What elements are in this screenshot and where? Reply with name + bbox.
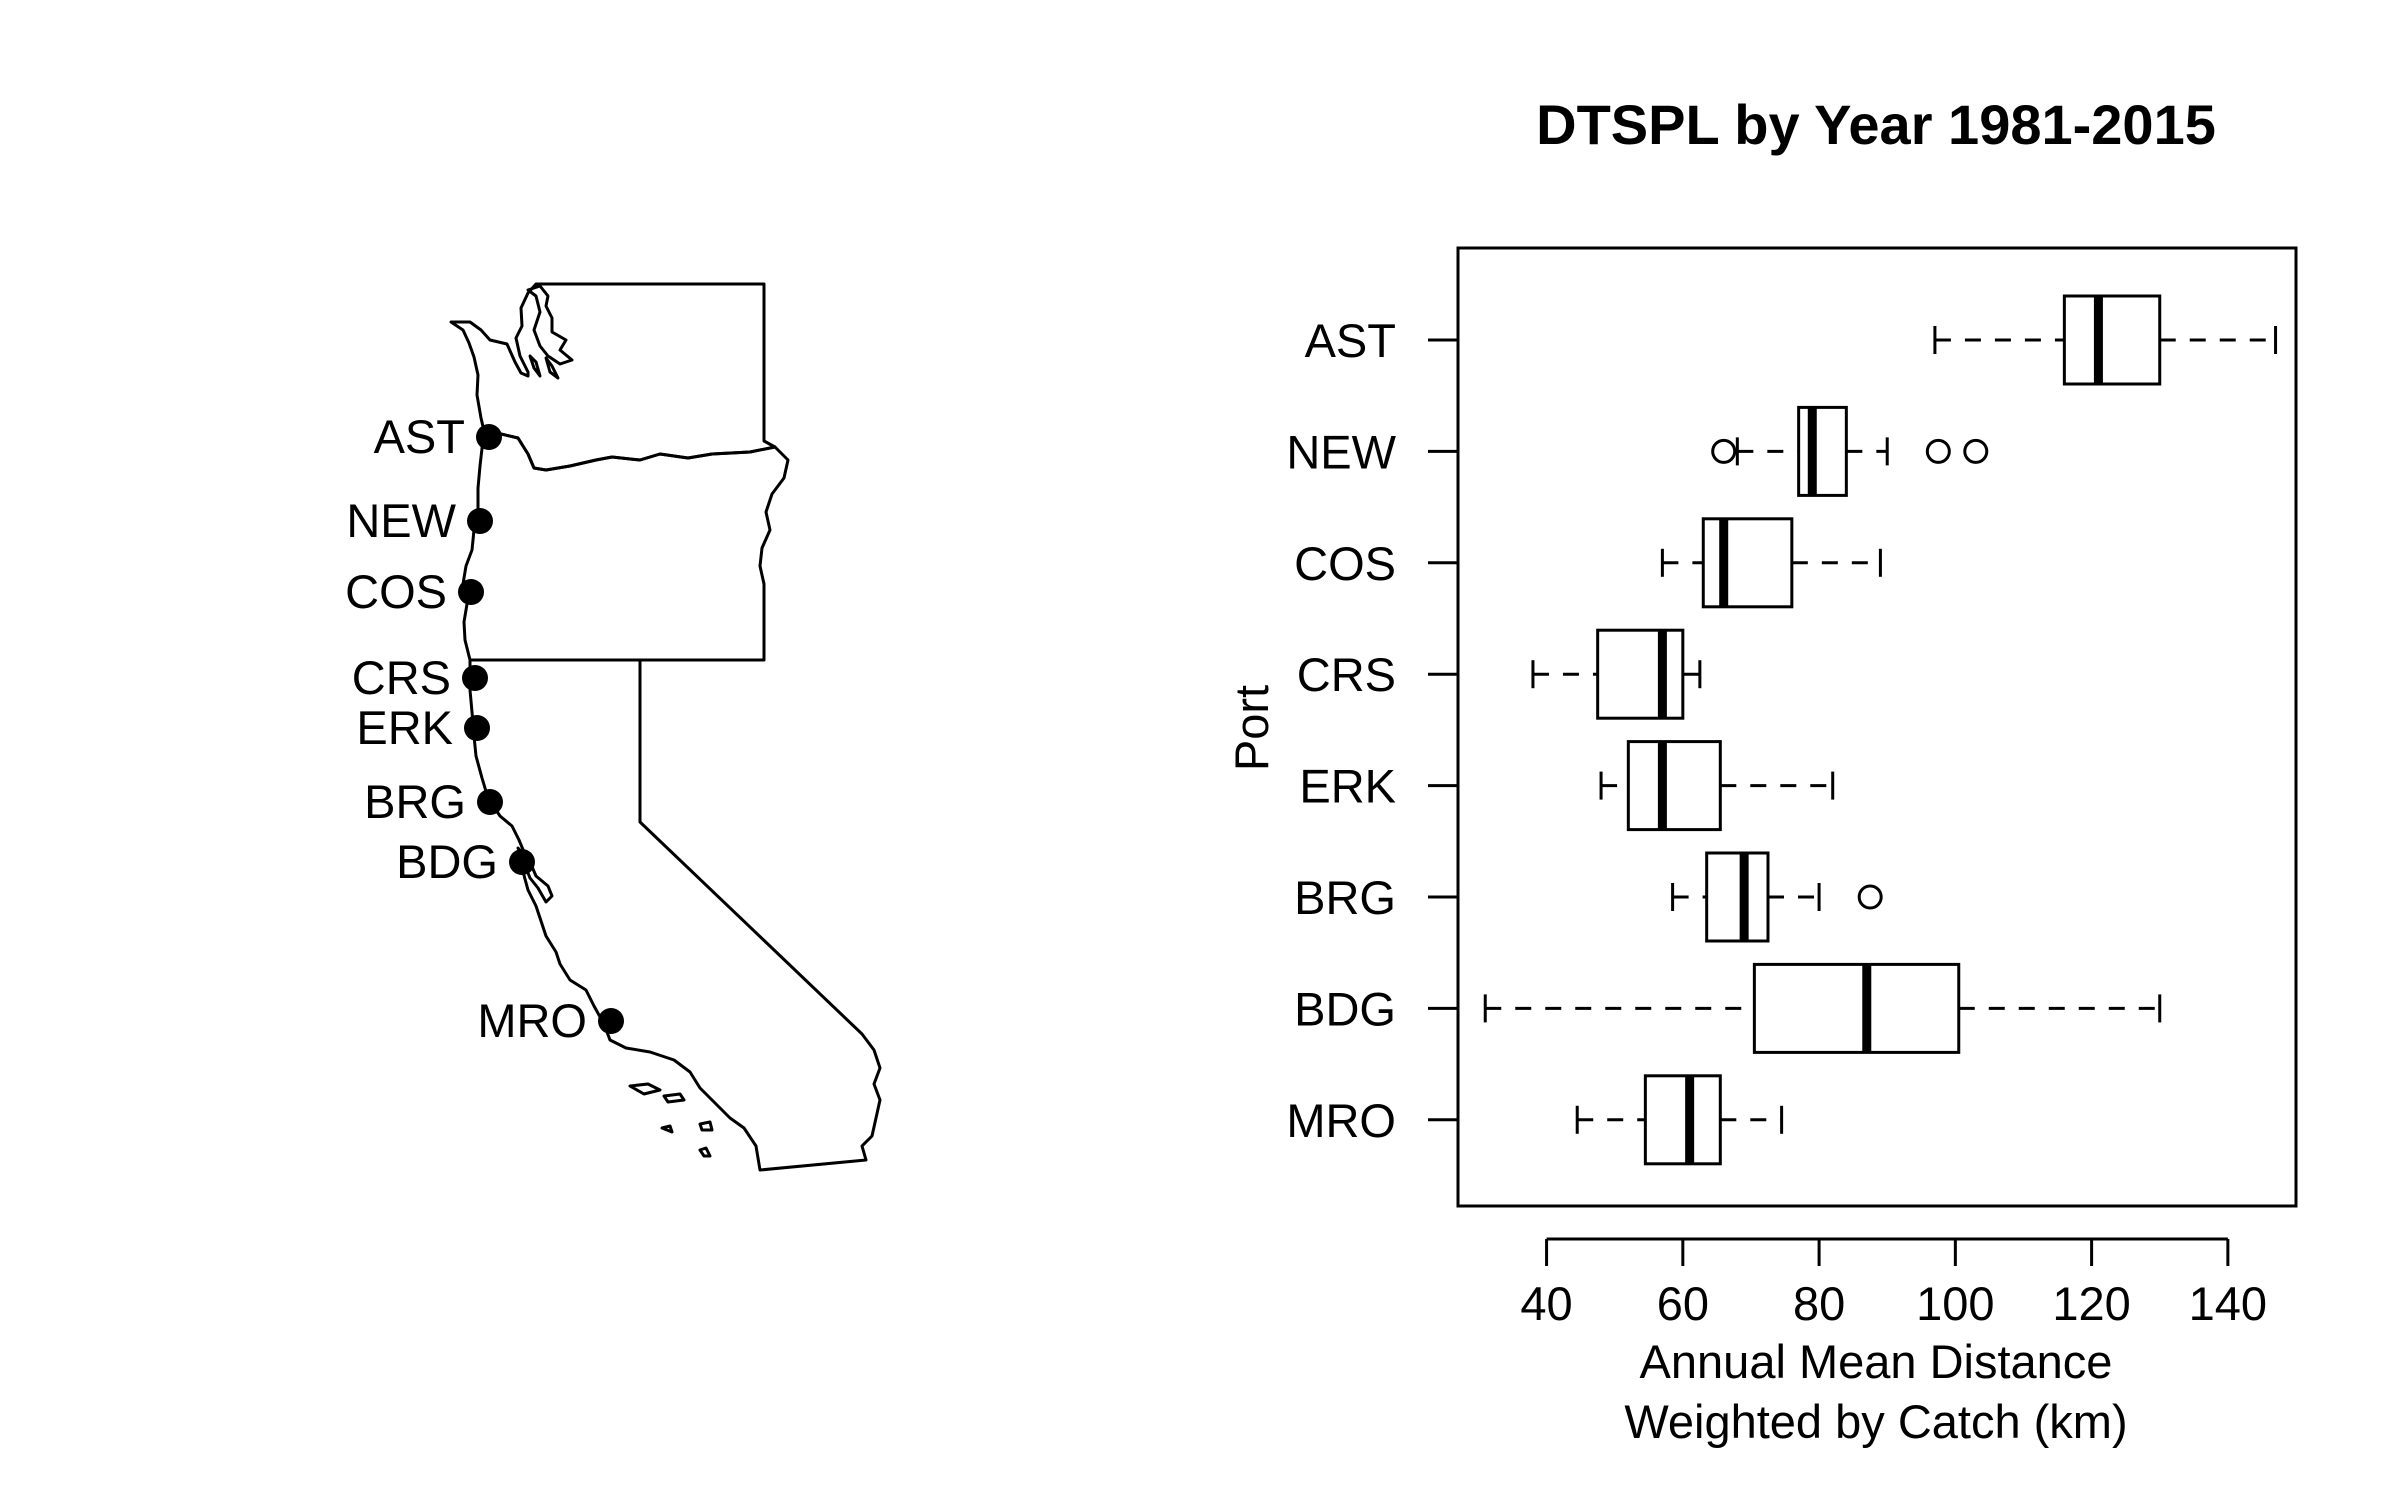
plot-frame [1456,246,2298,1208]
y-tick-label-bdg: BDG [1294,982,1396,1035]
california-outline [468,658,882,1172]
iqr-box [1701,517,1794,609]
box-ast [1933,294,2278,386]
port-marker-cos [458,579,484,605]
port-marker-mro [598,1008,624,1034]
box-erk [1599,740,1835,832]
port-marker-new [467,508,493,534]
iqr-box [1797,405,1848,497]
x-tick-label: 100 [1916,1277,1994,1330]
puget-sound-islands [526,284,574,380]
box-cos [1660,517,1882,609]
port-marker-bdg [509,849,535,875]
port-map-label-new: NEW [346,494,456,547]
port-marker-crs [462,665,488,691]
y-axis: AST NEW COS CRS ERK BRG BDG MRO [1286,314,1458,1147]
outlier-point [1857,884,1883,910]
port-marker-brg [477,789,503,815]
port-marker-erk [464,715,490,741]
y-tick-label-erk: ERK [1299,760,1396,813]
boxplot-chart: DTSPL by Year 1981-2015 AST NEW COS CRS ERK B… [1225,93,2298,1448]
oregon-outline [461,429,790,662]
iqr-box [1643,1074,1722,1166]
iqr-box [1596,628,1685,720]
iqr-box [1705,851,1770,943]
outlier-point [1963,438,1989,464]
x-tick-label: 140 [2189,1277,2267,1330]
port-map-label-mro: MRO [477,994,587,1047]
x-tick-label: 40 [1520,1277,1572,1330]
x-axis-title-line2: Weighted by Catch (km) [1624,1395,2127,1448]
port-marker-ast [476,424,502,450]
y-tick-label-mro: MRO [1286,1094,1396,1147]
west-coast-map [449,282,882,1172]
box-new [1711,405,1989,497]
y-axis-title: Port [1225,685,1278,771]
port-map-label-cos: COS [345,565,447,618]
channel-islands [628,1082,714,1158]
port-map-label-crs: CRS [352,651,451,704]
iqr-box [1626,740,1722,832]
box-crs [1531,628,1702,720]
port-map-label-erk: ERK [356,701,453,754]
y-tick-label-brg: BRG [1294,871,1396,924]
port-map-label-brg: BRG [364,775,466,828]
x-tick-label: 80 [1793,1277,1845,1330]
iqr-box [2062,294,2162,386]
y-tick-label-new: NEW [1286,425,1396,478]
y-tick-label-crs: CRS [1297,648,1396,701]
x-axis: 40 60 80 100 120 140 [1520,1237,2267,1330]
x-tick-label: 60 [1657,1277,1709,1330]
outlier-point [1711,438,1737,464]
box-mro [1575,1074,1784,1166]
box-brg [1671,851,1883,943]
y-tick-label-cos: COS [1294,537,1396,590]
iqr-box [1752,962,1961,1054]
box-bdg [1483,962,2162,1054]
outlier-point [1925,438,1951,464]
x-tick-label: 120 [2052,1277,2130,1330]
x-axis-title-line1: Annual Mean Distance [1640,1335,2113,1388]
box-series [1483,294,2278,1166]
port-map-label-ast: AST [374,410,465,463]
port-map-label-bdg: BDG [396,835,498,888]
chart-title: DTSPL by Year 1981-2015 [1536,93,2216,156]
y-tick-label-ast: AST [1305,314,1396,367]
